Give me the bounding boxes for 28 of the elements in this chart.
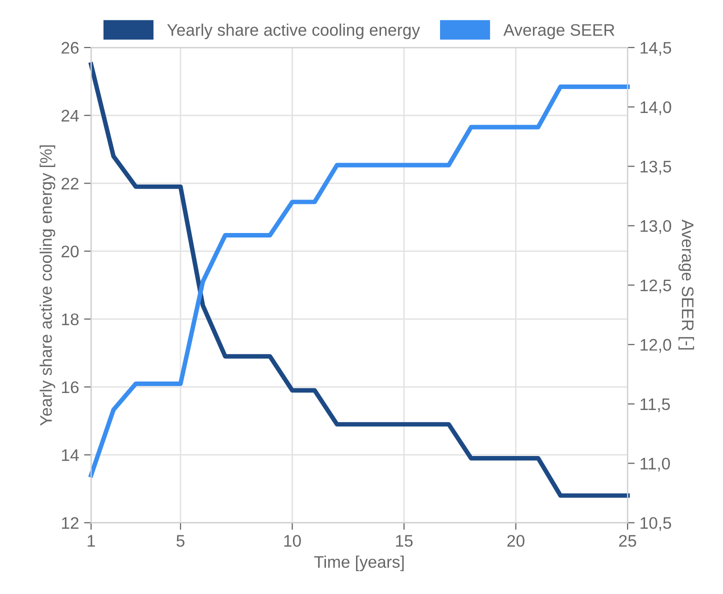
y2-tick-label: 12,0 (640, 338, 672, 353)
x-tick-label: 25 (619, 534, 636, 547)
x-tick-label: 5 (176, 535, 184, 547)
y-tick-label: 14 (62, 449, 79, 461)
y2-tick-label: 10,5 (640, 517, 672, 531)
y2-tick-label: 14,0 (640, 101, 672, 116)
x-axis-title: Time [years] (314, 556, 404, 572)
y-tick-label: 16 (62, 381, 79, 394)
y-tick-label: 12 (62, 517, 78, 529)
x-tick-label: 15 (396, 535, 413, 547)
y2-tick-label: 14,5 (640, 42, 672, 56)
x-tick-label: 1 (88, 535, 95, 547)
y2-tick-label: 11,0 (640, 458, 670, 472)
y-axis-title: Yearly share active cooling energy [%] (40, 145, 56, 426)
y-tick-label: 26 (62, 42, 79, 54)
y2-tick-label: 13,0 (640, 220, 672, 234)
y-tick-label: 18 (62, 313, 79, 326)
x-tick-label: 10 (284, 534, 301, 547)
legend-label: Yearly share active cooling energy (167, 24, 420, 40)
y2-tick-label: 13,5 (640, 160, 672, 174)
y2-tick-label: 11,5 (640, 398, 670, 412)
y2-tick-label: 12,5 (640, 280, 672, 294)
y-tick-label: 20 (62, 246, 79, 258)
legend-label: Average SEER (503, 24, 614, 40)
y-tick-label: 22 (62, 178, 78, 190)
y-tick-label: 24 (62, 110, 79, 122)
y2-axis-title: Average SEER [-] (678, 220, 694, 350)
x-tick-label: 20 (507, 534, 524, 547)
